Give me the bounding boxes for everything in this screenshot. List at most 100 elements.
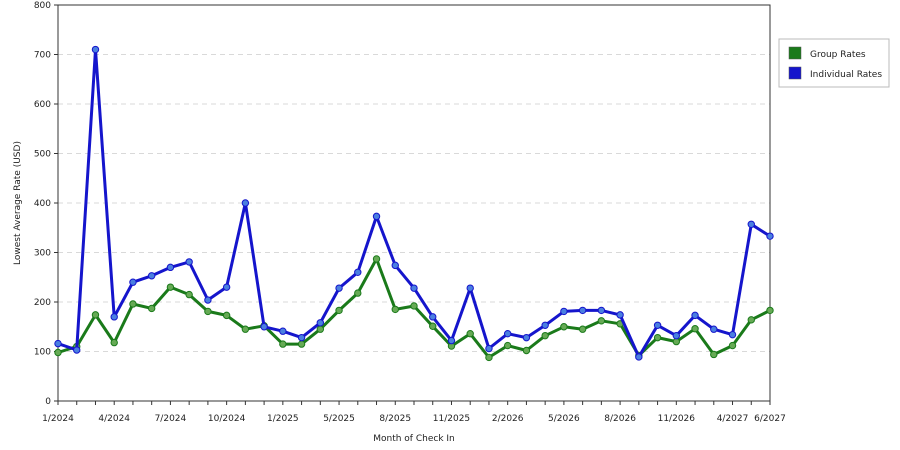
legend: Group Rates Individual Rates xyxy=(778,38,890,88)
data-point xyxy=(316,325,325,333)
x-tick-label: 1/2024 xyxy=(42,414,74,424)
data-point xyxy=(429,313,437,321)
legend-label-individual: Individual Rates xyxy=(810,70,882,80)
data-point xyxy=(466,329,474,338)
legend-swatch-individual xyxy=(788,66,802,80)
data-point xyxy=(279,327,287,335)
data-point xyxy=(578,306,587,315)
y-axis-title: Lowest Average Rate (USD) xyxy=(13,141,23,265)
grid-lines xyxy=(58,54,770,352)
data-point xyxy=(73,346,81,354)
data-point xyxy=(728,341,737,350)
data-point xyxy=(129,278,137,286)
y-tick-label: 800 xyxy=(34,1,51,11)
legend-label-group: Group Rates xyxy=(810,50,866,60)
y-tick-label: 600 xyxy=(34,100,51,110)
data-point xyxy=(166,263,175,272)
data-point xyxy=(766,306,774,315)
data-point xyxy=(597,306,606,315)
data-point xyxy=(672,331,681,340)
data-point xyxy=(447,336,456,345)
x-tick-label: 6/2027 xyxy=(754,414,786,424)
data-point xyxy=(560,307,568,316)
series-layer xyxy=(54,45,774,362)
data-point xyxy=(91,45,100,54)
data-point xyxy=(297,340,306,348)
data-point xyxy=(710,350,718,359)
data-point xyxy=(747,316,755,324)
x-tick-label: 11/2025 xyxy=(433,414,470,424)
data-point xyxy=(166,283,175,291)
data-point xyxy=(204,307,212,316)
data-point xyxy=(541,331,549,340)
data-point xyxy=(147,272,156,280)
data-point xyxy=(54,348,62,357)
series-individual-rates xyxy=(54,45,774,361)
x-tick-label: 10/2024 xyxy=(208,414,246,424)
data-point xyxy=(372,255,381,263)
data-point xyxy=(185,290,193,299)
data-point xyxy=(335,284,343,292)
data-point xyxy=(691,325,699,333)
data-point xyxy=(466,284,474,292)
data-point xyxy=(485,344,493,353)
data-point xyxy=(129,300,137,308)
data-point xyxy=(522,333,531,342)
data-point xyxy=(710,325,718,333)
x-tick-label: 8/2025 xyxy=(379,414,411,424)
data-point xyxy=(260,323,268,331)
data-point xyxy=(222,311,231,320)
data-point xyxy=(54,339,62,348)
legend-swatch-group xyxy=(788,46,802,60)
data-point xyxy=(297,333,306,342)
data-point xyxy=(429,322,437,330)
data-point xyxy=(691,311,699,320)
data-point xyxy=(241,199,250,207)
data-point xyxy=(503,341,512,350)
data-point xyxy=(279,340,287,348)
x-tick-label: 1/2025 xyxy=(267,414,299,424)
data-point xyxy=(222,283,231,291)
y-tick-labels: 0 100 200 300 400 500 600 700 800 xyxy=(34,1,51,407)
x-tick-label: 5/2026 xyxy=(548,414,580,424)
data-point xyxy=(335,306,343,315)
data-point xyxy=(541,321,549,329)
data-point xyxy=(410,302,418,310)
data-point xyxy=(597,317,606,325)
y-tick-label: 0 xyxy=(45,397,51,407)
data-point xyxy=(522,346,531,355)
data-point xyxy=(616,311,624,319)
data-point xyxy=(653,321,662,329)
data-point xyxy=(653,333,662,342)
data-point xyxy=(110,338,118,347)
data-point xyxy=(391,305,399,314)
data-point xyxy=(747,220,755,228)
data-point xyxy=(391,261,399,270)
y-tick-label: 300 xyxy=(34,249,51,259)
data-point xyxy=(354,268,362,276)
data-point xyxy=(354,289,362,297)
x-tick-label: 11/2026 xyxy=(658,414,696,424)
data-point xyxy=(110,313,118,321)
data-point xyxy=(578,325,587,333)
data-point xyxy=(635,353,643,361)
data-point xyxy=(91,311,100,319)
x-tick-label: 4/2024 xyxy=(98,414,130,424)
data-point xyxy=(147,304,156,313)
data-point xyxy=(728,330,737,339)
data-point xyxy=(241,325,250,333)
data-point xyxy=(410,284,418,292)
y-tick-label: 400 xyxy=(34,199,51,209)
data-point xyxy=(766,232,774,240)
data-point xyxy=(503,329,512,338)
data-point xyxy=(485,353,493,362)
y-tick-label: 100 xyxy=(34,348,51,358)
y-tick-label: 500 xyxy=(34,150,51,160)
x-tick-label: 2/2026 xyxy=(492,414,524,424)
x-tick-labels: 1/2024 4/2024 7/2024 10/2024 1/2025 5/2025 8/2… xyxy=(42,414,786,424)
data-point xyxy=(560,323,568,331)
x-tick-label: 5/2025 xyxy=(323,414,355,424)
axes xyxy=(54,4,771,405)
data-point xyxy=(316,319,325,327)
y-tick-label: 200 xyxy=(34,298,51,308)
